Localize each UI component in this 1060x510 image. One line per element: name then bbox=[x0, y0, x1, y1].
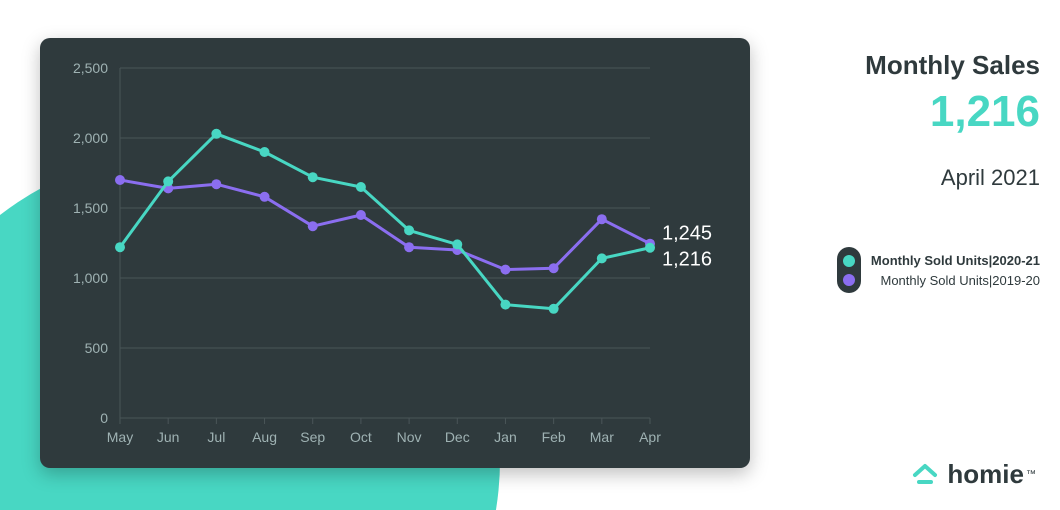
svg-text:Dec: Dec bbox=[445, 429, 470, 445]
svg-text:Sep: Sep bbox=[300, 429, 325, 445]
legend-row-2019-20: Monthly Sold Units | 2019-20 bbox=[871, 270, 1040, 290]
summary-date: April 2021 bbox=[780, 165, 1040, 191]
legend-dots bbox=[837, 247, 861, 293]
svg-text:Apr: Apr bbox=[639, 429, 661, 445]
svg-text:Jan: Jan bbox=[494, 429, 517, 445]
summary-value: 1,216 bbox=[780, 87, 1040, 137]
brand-logo: homie™ bbox=[911, 459, 1036, 490]
svg-text:1,216: 1,216 bbox=[662, 249, 712, 271]
svg-text:Jul: Jul bbox=[207, 429, 225, 445]
brand-name: homie bbox=[947, 459, 1024, 490]
legend-dot-2020-21 bbox=[843, 255, 855, 267]
svg-text:Oct: Oct bbox=[350, 429, 372, 445]
legend-row-2020-21: Monthly Sold Units | 2020-21 bbox=[871, 250, 1040, 270]
svg-text:1,500: 1,500 bbox=[73, 200, 108, 216]
svg-text:Feb: Feb bbox=[542, 429, 566, 445]
summary-panel: Monthly Sales 1,216 April 2021 Monthly S… bbox=[780, 50, 1040, 293]
svg-text:0: 0 bbox=[100, 410, 108, 426]
summary-title: Monthly Sales bbox=[780, 50, 1040, 81]
svg-text:Mar: Mar bbox=[590, 429, 614, 445]
svg-text:Aug: Aug bbox=[252, 429, 277, 445]
svg-text:500: 500 bbox=[85, 340, 109, 356]
brand-tm: ™ bbox=[1026, 469, 1036, 480]
svg-text:1,000: 1,000 bbox=[73, 270, 108, 286]
svg-text:May: May bbox=[107, 429, 133, 445]
monthly-sales-chart: 0 500 1,000 1,500 2,000 2,500 May Jun Jul Aug Sep O… bbox=[40, 38, 750, 468]
svg-text:2,500: 2,500 bbox=[73, 60, 108, 76]
svg-text:1,245: 1,245 bbox=[662, 223, 712, 245]
legend: Monthly Sold Units | 2020-21 Monthly Sol… bbox=[780, 247, 1040, 293]
legend-dot-2019-20 bbox=[843, 274, 855, 286]
svg-text:Nov: Nov bbox=[397, 429, 422, 445]
svg-text:Jun: Jun bbox=[157, 429, 180, 445]
svg-text:2,000: 2,000 bbox=[73, 130, 108, 146]
brand-icon bbox=[911, 461, 939, 489]
